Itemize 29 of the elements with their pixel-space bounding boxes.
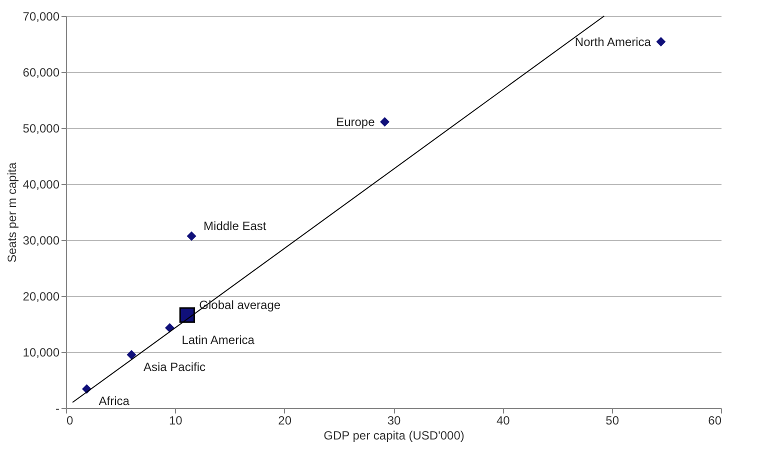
point: [186, 231, 196, 241]
y-tick-label: 70,000: [22, 10, 60, 24]
y-tick-label: -: [56, 402, 60, 416]
point: [179, 307, 195, 323]
y-tick-label: 50,000: [22, 122, 60, 136]
point: [380, 117, 390, 127]
x-tick-label: 20: [278, 414, 292, 428]
y-axis-title: Seats per m capita: [4, 162, 19, 263]
x-tick-label: 40: [496, 414, 510, 428]
annotation: North America: [574, 34, 652, 49]
x-tick-label: 0: [66, 414, 74, 428]
annotation: Asia Pacific: [144, 360, 206, 374]
annotation: Latin America: [182, 332, 255, 347]
annotation: Europe: [336, 114, 376, 129]
y-tick-label: 20,000: [22, 290, 60, 304]
x-tick-label: 30: [387, 414, 401, 428]
y-tick-label: 30,000: [22, 234, 60, 248]
point: [164, 323, 174, 333]
x-tick-label: 10: [168, 414, 183, 428]
x-axis-title: GDP per capita (USD'000): [324, 428, 464, 442]
y-tick-label: 40,000: [22, 178, 60, 192]
point: [126, 350, 136, 360]
y-tick-label: 10,000: [22, 346, 60, 360]
point: [656, 37, 666, 47]
annotation: Africa: [98, 394, 130, 408]
annotation: Middle East: [204, 219, 267, 234]
x-tick-label: 50: [606, 414, 620, 428]
y-tick-label: 60,000: [22, 66, 60, 80]
x-tick-label: 60: [708, 414, 722, 428]
